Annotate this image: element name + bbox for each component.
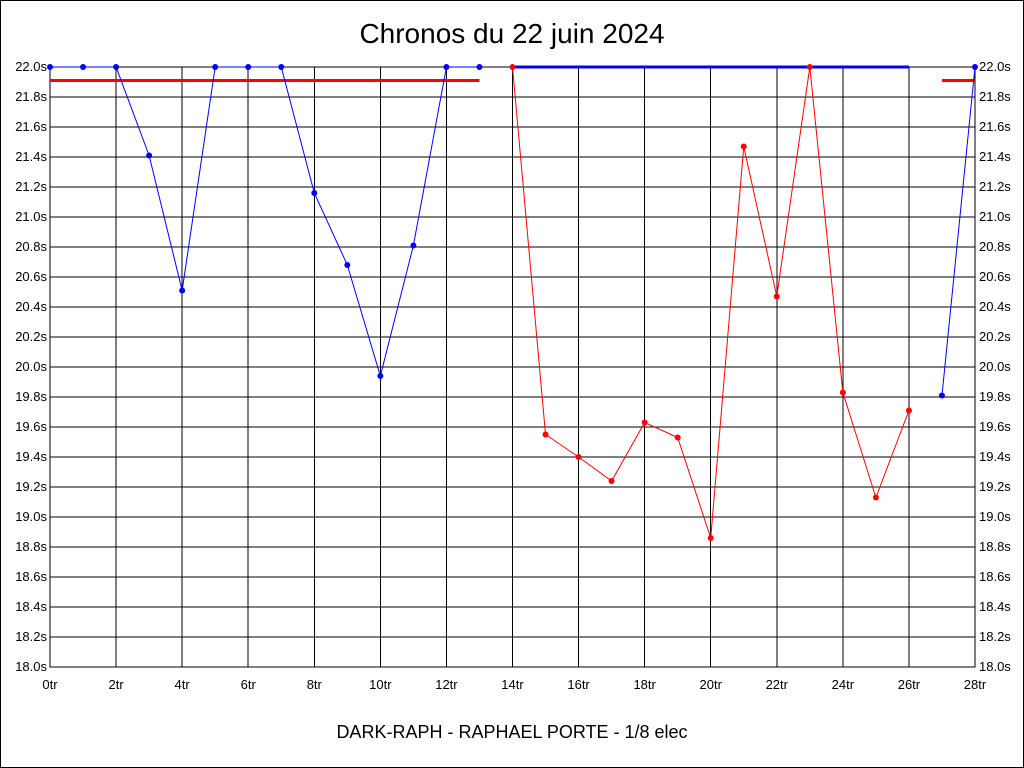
y-tick-label-left: 19.8s — [15, 389, 47, 404]
data-point — [344, 262, 351, 268]
y-tick-label-right: 18.0s — [979, 659, 1011, 674]
x-tick-label: 12tr — [435, 677, 458, 692]
y-tick-label-right: 20.2s — [979, 329, 1011, 344]
data-point — [972, 64, 978, 70]
y-tick-label-right: 21.0s — [979, 209, 1011, 224]
x-tick-label: 22tr — [766, 677, 789, 692]
y-tick-label-left: 21.4s — [15, 149, 47, 164]
x-tick-label: 2tr — [108, 677, 124, 692]
y-tick-label-left: 19.4s — [15, 449, 47, 464]
y-tick-label-left: 19.0s — [15, 509, 47, 524]
y-tick-label-left: 18.8s — [15, 539, 47, 554]
y-tick-label-right: 19.0s — [979, 509, 1011, 524]
data-point — [773, 293, 780, 300]
y-tick-label-right: 19.4s — [979, 449, 1011, 464]
x-tick-label: 6tr — [241, 677, 257, 692]
chart-title: Chronos du 22 juin 2024 — [359, 18, 665, 49]
y-tick-label-left: 18.2s — [15, 629, 47, 644]
y-tick-label-right: 18.2s — [979, 629, 1011, 644]
y-tick-label-left: 20.8s — [15, 239, 47, 254]
y-tick-label-left: 21.0s — [15, 209, 47, 224]
data-point — [179, 287, 186, 294]
data-point — [377, 373, 384, 379]
x-tick-label: 28tr — [964, 677, 987, 692]
data-point — [410, 242, 417, 249]
y-tick-label-right: 20.8s — [979, 239, 1011, 254]
data-point — [113, 64, 120, 70]
data-point — [674, 434, 681, 441]
y-tick-label-left: 19.6s — [15, 419, 47, 434]
y-tick-label-left: 21.6s — [15, 119, 47, 134]
y-tick-label-right: 20.0s — [979, 359, 1011, 374]
x-tick-label: 8tr — [307, 677, 323, 692]
y-tick-label-right: 18.6s — [979, 569, 1011, 584]
data-point — [443, 64, 450, 70]
series-line — [50, 66, 480, 378]
x-tick-label: 24tr — [832, 677, 855, 692]
data-point — [245, 64, 252, 70]
x-tick-label: 26tr — [898, 677, 921, 692]
y-tick-label-right: 21.8s — [979, 89, 1011, 104]
data-point — [509, 64, 516, 70]
data-point — [212, 64, 219, 70]
y-tick-label-right: 22.0s — [979, 59, 1011, 74]
data-point — [905, 407, 912, 414]
data-point — [146, 152, 153, 159]
y-tick-label-left: 21.8s — [15, 89, 47, 104]
x-tick-label: 16tr — [567, 677, 590, 692]
data-point — [707, 535, 714, 541]
data-point — [542, 431, 549, 438]
data-point — [476, 64, 483, 70]
y-tick-label-left: 22.0s — [15, 59, 47, 74]
y-tick-label-right: 19.8s — [979, 389, 1011, 404]
data-point — [872, 494, 879, 501]
data-point — [47, 64, 53, 70]
y-tick-label-left: 18.6s — [15, 569, 47, 584]
x-tick-label: 4tr — [175, 677, 191, 692]
data-point — [641, 419, 648, 426]
data-point — [575, 454, 582, 460]
data-point — [278, 64, 285, 70]
x-tick-label: 10tr — [369, 677, 392, 692]
data-point — [740, 143, 747, 150]
chart-subtitle: DARK-RAPH - RAPHAEL PORTE - 1/8 elec — [336, 722, 688, 742]
y-tick-label-right: 18.8s — [979, 539, 1011, 554]
data-point — [80, 64, 87, 70]
y-tick-label-left: 21.2s — [15, 179, 47, 194]
y-tick-label-left: 20.6s — [15, 269, 47, 284]
y-tick-label-right: 19.2s — [979, 479, 1011, 494]
y-tick-label-right: 18.4s — [979, 599, 1011, 614]
y-tick-label-right: 21.6s — [979, 119, 1011, 134]
x-tick-label: 18tr — [633, 677, 656, 692]
y-tick-label-left: 20.2s — [15, 329, 47, 344]
data-point — [311, 190, 318, 196]
data-point — [806, 64, 813, 70]
data-point — [608, 478, 615, 484]
data-point — [839, 389, 846, 396]
y-tick-label-right: 20.6s — [979, 269, 1011, 284]
y-tick-label-left: 18.4s — [15, 599, 47, 614]
data-point — [938, 392, 945, 399]
y-tick-label-left: 20.4s — [15, 299, 47, 314]
series-line — [941, 66, 976, 396]
y-tick-label-left: 19.2s — [15, 479, 47, 494]
y-tick-label-right: 21.4s — [979, 149, 1011, 164]
x-tick-label: 14tr — [501, 677, 524, 692]
y-tick-label-left: 20.0s — [15, 359, 47, 374]
y-tick-label-right: 20.4s — [979, 299, 1011, 314]
y-tick-label-left: 18.0s — [15, 659, 47, 674]
x-tick-label: 0tr — [42, 677, 58, 692]
y-tick-label-right: 19.6s — [979, 419, 1011, 434]
x-tick-label: 20tr — [700, 677, 723, 692]
y-tick-label-right: 21.2s — [979, 179, 1011, 194]
